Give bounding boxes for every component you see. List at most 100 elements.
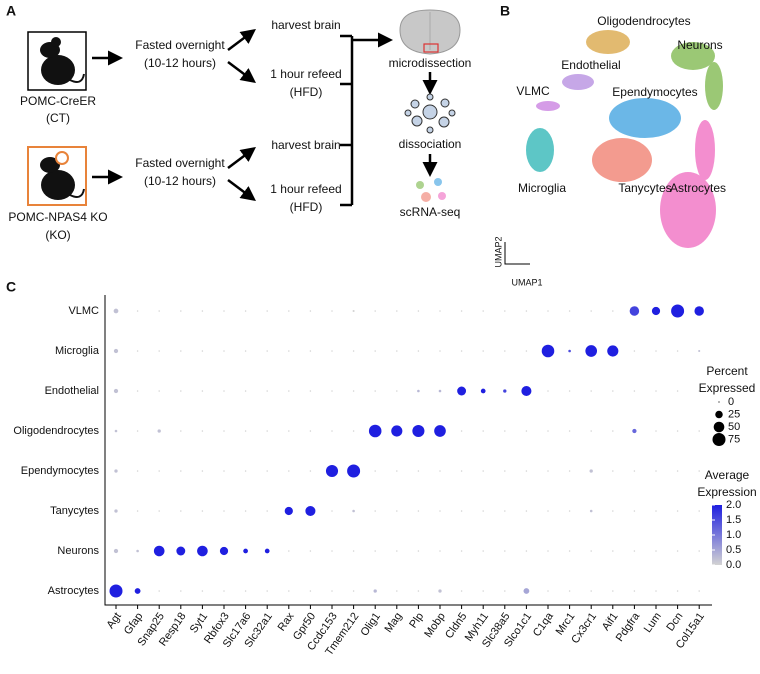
dot xyxy=(266,470,268,472)
dot xyxy=(504,470,506,472)
cluster-label: Microglia xyxy=(518,181,566,195)
dot xyxy=(288,350,290,352)
dot xyxy=(223,430,225,432)
dot xyxy=(632,428,637,434)
dot xyxy=(612,310,614,312)
step: Fasted overnight xyxy=(135,38,225,52)
dot xyxy=(180,590,182,592)
legend-dot xyxy=(713,421,725,433)
dot xyxy=(396,550,398,552)
dot xyxy=(412,424,425,438)
x-tick-label: Lum xyxy=(642,611,664,635)
dot xyxy=(223,390,225,392)
dot xyxy=(504,590,506,592)
legend-dot xyxy=(715,410,723,419)
dot xyxy=(439,470,441,472)
dot xyxy=(331,430,333,432)
dot xyxy=(266,390,268,392)
dot xyxy=(417,550,420,552)
dot xyxy=(223,470,225,472)
dot xyxy=(266,350,268,352)
legend-title: Percent xyxy=(706,364,748,378)
dot xyxy=(266,430,268,432)
dot xyxy=(136,310,139,312)
dot xyxy=(331,510,333,512)
arrow xyxy=(227,179,256,201)
dot xyxy=(417,470,420,472)
y-tick-label: Ependymocytes xyxy=(21,465,100,477)
dot xyxy=(655,350,657,352)
dot xyxy=(590,310,592,312)
dot xyxy=(568,349,571,353)
dot xyxy=(676,590,679,592)
x-tick-label: Pdgfra xyxy=(614,610,643,644)
dot xyxy=(352,390,355,392)
dot xyxy=(136,390,139,392)
colorbar-label: 0.5 xyxy=(726,544,741,556)
dot xyxy=(352,550,355,552)
dot xyxy=(197,545,208,557)
legend-dot xyxy=(712,433,726,446)
step: dissociation xyxy=(399,137,462,151)
dot xyxy=(612,550,614,552)
dot xyxy=(523,588,530,594)
dot xyxy=(612,470,614,472)
dot xyxy=(288,430,290,432)
brain-section xyxy=(399,9,461,55)
dot xyxy=(352,590,355,592)
dot xyxy=(180,390,182,392)
dot xyxy=(547,390,549,392)
dot xyxy=(201,430,204,432)
dot xyxy=(671,304,685,318)
dot xyxy=(309,430,312,432)
dot xyxy=(504,310,506,312)
dot xyxy=(676,510,679,512)
dot xyxy=(547,470,549,472)
dot xyxy=(633,590,636,592)
dot xyxy=(113,308,119,314)
colorbar-label: 1.0 xyxy=(726,529,741,541)
dot xyxy=(374,350,376,352)
dot xyxy=(439,310,441,312)
dot xyxy=(374,470,376,472)
dot xyxy=(331,310,333,312)
dot xyxy=(568,550,571,552)
dot xyxy=(568,310,571,312)
dot xyxy=(396,590,398,592)
dot xyxy=(547,310,549,312)
dot xyxy=(482,550,484,552)
dot xyxy=(201,510,204,512)
dot xyxy=(633,470,636,472)
x-tick-label: Mag xyxy=(383,611,405,635)
y-tick-label: Microglia xyxy=(55,345,100,357)
dot xyxy=(589,469,593,473)
dot xyxy=(612,430,614,432)
dot xyxy=(525,470,528,472)
step: (HFD) xyxy=(290,200,323,214)
dot xyxy=(309,470,312,472)
dot xyxy=(309,350,312,352)
dot xyxy=(698,590,700,592)
dot xyxy=(568,390,571,392)
dot xyxy=(347,464,361,478)
cells xyxy=(404,93,456,134)
dot xyxy=(157,429,161,433)
genotype: POMC-CreER xyxy=(20,94,96,108)
dot xyxy=(352,430,355,432)
arrow xyxy=(227,147,256,169)
dot xyxy=(525,310,528,312)
axis-label: UMAP1 xyxy=(511,277,542,287)
dot xyxy=(568,510,571,512)
legend-title: Expressed xyxy=(699,381,756,395)
mouse-icon xyxy=(40,151,85,200)
dot xyxy=(676,430,679,432)
dot xyxy=(244,470,247,472)
dot xyxy=(698,390,700,392)
dot xyxy=(482,510,484,512)
dot xyxy=(460,470,463,472)
dot xyxy=(176,546,186,556)
step: scRNA-seq xyxy=(400,205,461,219)
legend-title: Expression xyxy=(697,485,756,499)
panel-a: A POMC-CreER (CT) POMC-NPAS4 KO (KO) Fas… xyxy=(6,3,471,242)
dot xyxy=(612,390,614,392)
